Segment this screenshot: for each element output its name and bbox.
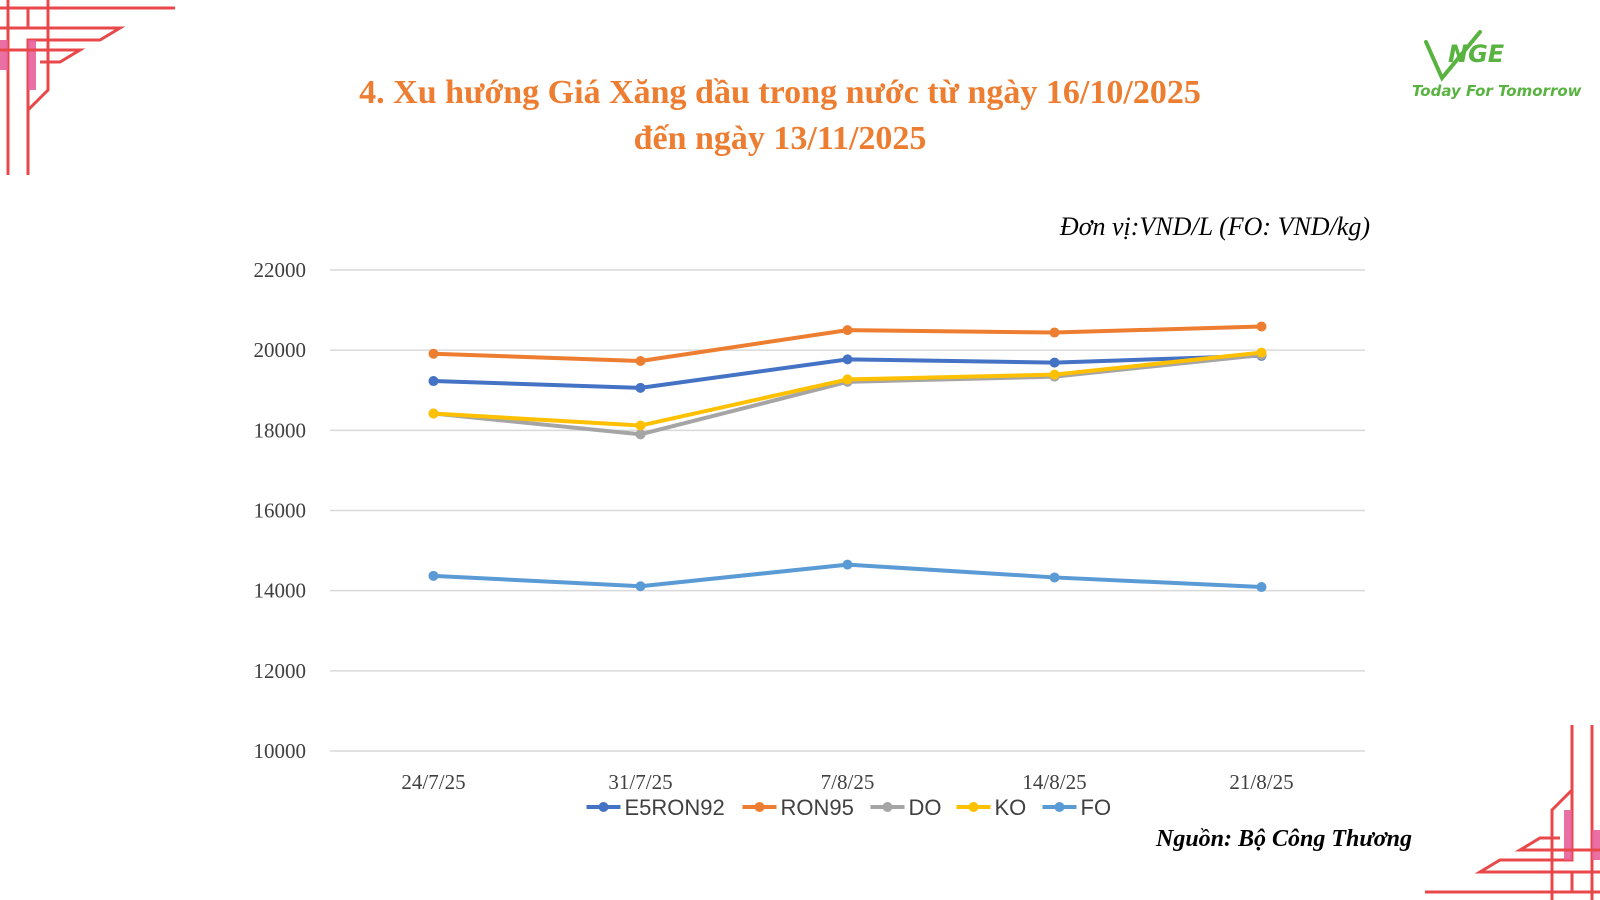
y-tick-label: 20000 bbox=[254, 338, 307, 362]
data-point bbox=[1049, 572, 1060, 583]
x-tick-label: 14/8/25 bbox=[1022, 770, 1086, 794]
corner-ornament-bottom-right bbox=[1425, 725, 1600, 900]
legend-label: DO bbox=[909, 795, 942, 820]
legend-item-fo: FO bbox=[1042, 795, 1112, 820]
data-point bbox=[428, 376, 439, 387]
legend-item-e5ron92: E5RON92 bbox=[586, 795, 725, 820]
logo-tagline: Today For Tomorrow bbox=[1412, 82, 1582, 100]
x-tick-label: 7/8/25 bbox=[821, 770, 875, 794]
y-tick-label: 22000 bbox=[254, 258, 307, 282]
legend: E5RON92 RON95 DO KO FO bbox=[586, 795, 1112, 820]
series-fo bbox=[428, 559, 1267, 593]
data-point bbox=[635, 382, 646, 393]
x-tick-label: 21/8/25 bbox=[1229, 770, 1293, 794]
legend-label: E5RON92 bbox=[625, 795, 725, 820]
data-point bbox=[635, 429, 646, 440]
data-point bbox=[1256, 582, 1267, 593]
data-point bbox=[635, 355, 646, 366]
corner-ornament-top-left bbox=[0, 0, 175, 175]
legend-swatch-marker bbox=[754, 802, 765, 812]
x-tick-label: 24/7/25 bbox=[401, 770, 465, 794]
chart-title-line-1: 4. Xu hướng Giá Xăng dầu trong nước từ n… bbox=[359, 74, 1201, 111]
data-point bbox=[842, 559, 853, 570]
x-axis-ticks: 24/7/25 31/7/25 7/8/25 14/8/25 21/8/25 bbox=[401, 770, 1293, 794]
data-point bbox=[635, 581, 646, 592]
unit-label: Đơn vị:VND/L (FO: VND/kg) bbox=[1059, 212, 1370, 241]
legend-label: RON95 bbox=[781, 795, 854, 820]
y-tick-label: 14000 bbox=[254, 579, 307, 603]
data-point bbox=[842, 325, 853, 336]
legend-item-do: DO bbox=[870, 795, 942, 820]
y-tick-label: 16000 bbox=[254, 499, 307, 523]
data-point bbox=[1256, 347, 1267, 358]
data-point bbox=[1049, 369, 1060, 380]
series-ko bbox=[428, 347, 1267, 431]
grid-lines bbox=[330, 269, 1365, 752]
legend-item-ko: KO bbox=[956, 795, 1027, 820]
chart-title-line-2: đến ngày 13/11/2025 bbox=[633, 120, 927, 157]
legend-swatch-marker bbox=[882, 802, 893, 812]
vnge-logo: NGE Today For Tomorrow bbox=[1400, 20, 1590, 110]
source-label: Nguồn: Bộ Công Thương bbox=[1156, 826, 1412, 852]
legend-swatch-marker bbox=[598, 802, 609, 812]
data-point bbox=[1049, 327, 1060, 338]
y-tick-label: 18000 bbox=[254, 418, 307, 442]
x-tick-label: 31/7/25 bbox=[608, 770, 672, 794]
y-axis-ticks: 10000 12000 14000 16000 18000 20000 22000 bbox=[254, 258, 307, 763]
data-point bbox=[428, 570, 439, 581]
legend-item-ron95: RON95 bbox=[742, 795, 854, 820]
legend-label: FO bbox=[1081, 795, 1112, 820]
legend-swatch-marker bbox=[968, 802, 979, 812]
logo-name: NGE bbox=[1448, 40, 1505, 68]
y-tick-label: 10000 bbox=[254, 739, 307, 763]
data-point bbox=[1256, 321, 1267, 332]
data-point bbox=[428, 348, 439, 359]
series-ron95 bbox=[428, 321, 1267, 366]
series-group bbox=[428, 321, 1267, 593]
data-point bbox=[1049, 357, 1060, 368]
legend-label: KO bbox=[995, 795, 1027, 820]
data-point bbox=[635, 420, 646, 431]
logo-mark-icon bbox=[1424, 30, 1482, 82]
legend-swatch-marker bbox=[1054, 802, 1065, 812]
data-point bbox=[428, 408, 439, 419]
data-point bbox=[842, 374, 853, 385]
data-point bbox=[842, 354, 853, 365]
chart-title: 4. Xu hướng Giá Xăng dầu trong nước từ n… bbox=[230, 70, 1330, 162]
y-tick-label: 12000 bbox=[254, 659, 307, 683]
